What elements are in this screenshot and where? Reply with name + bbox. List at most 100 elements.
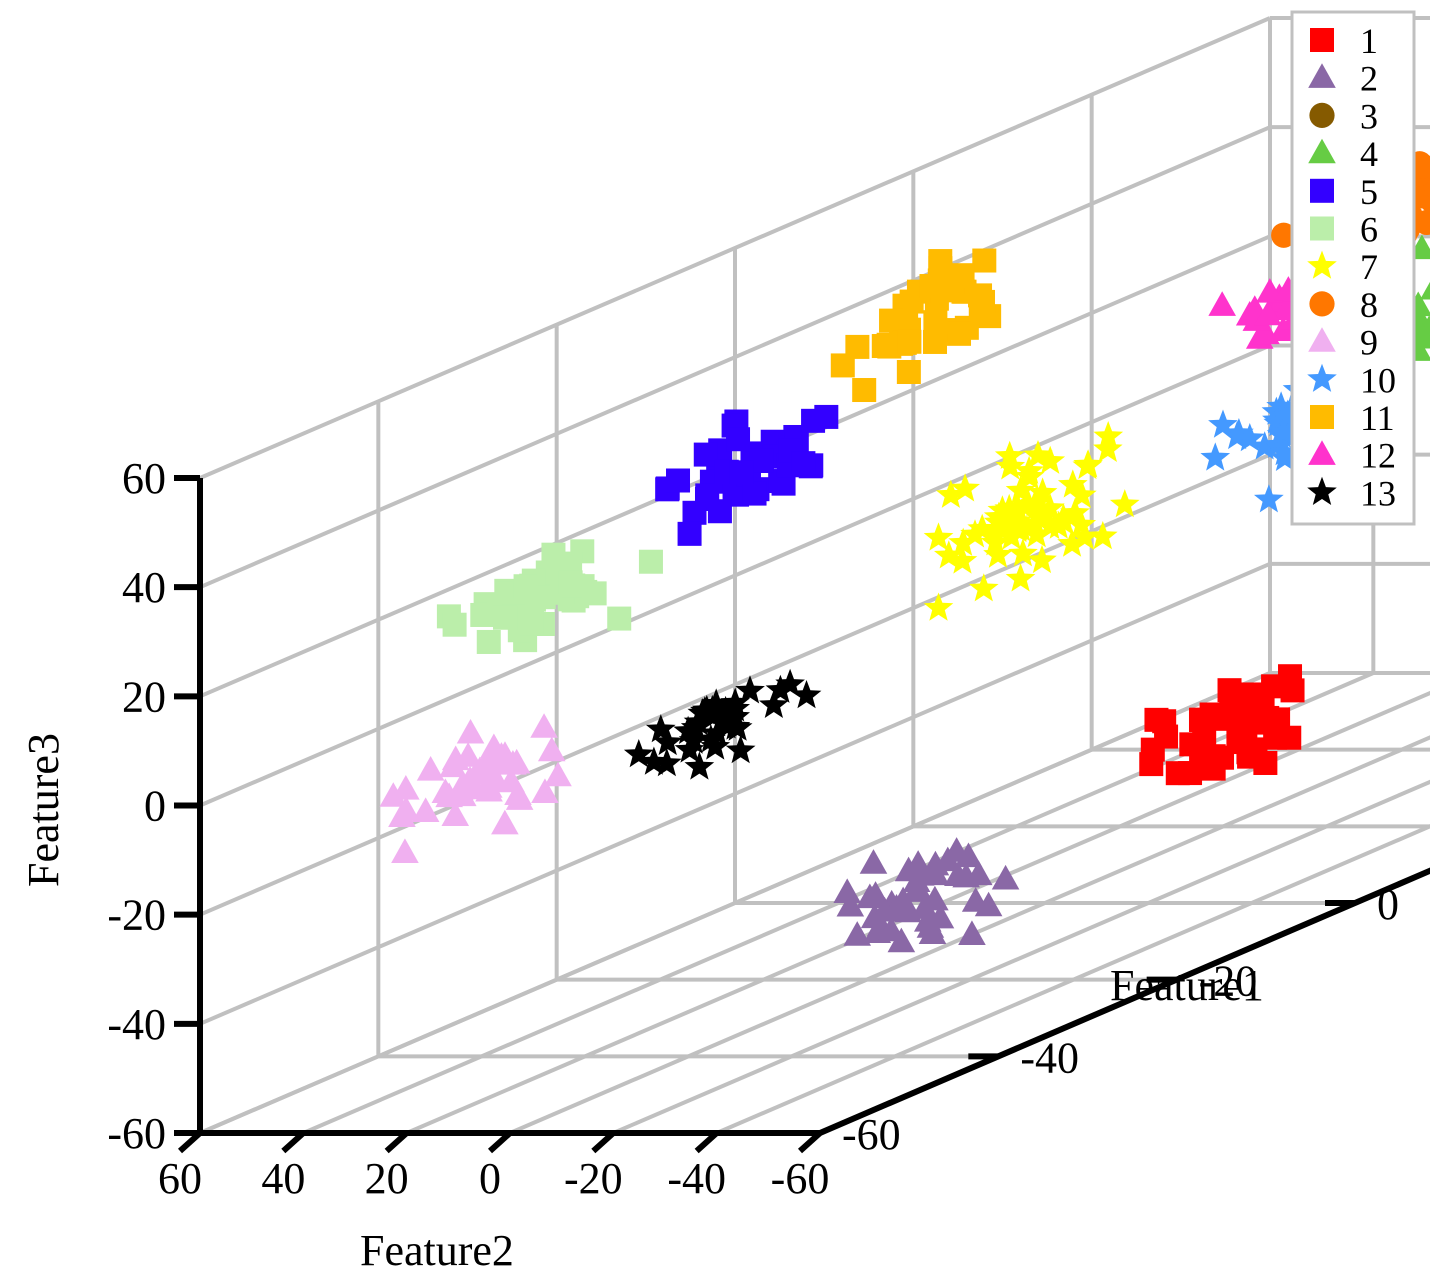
- data-point: [379, 782, 408, 807]
- data-point: [1035, 445, 1066, 474]
- series-2: [833, 837, 1020, 953]
- data-point: [480, 748, 508, 774]
- data-point: [1256, 278, 1284, 303]
- data-point: [1002, 492, 1033, 521]
- data-point: [708, 708, 738, 737]
- data-point: [919, 274, 944, 299]
- legend-label: 4: [1360, 134, 1378, 174]
- data-point: [905, 877, 933, 902]
- data-point: [1014, 455, 1044, 484]
- data-point: [1005, 563, 1036, 592]
- y-tick-label: -20: [564, 1154, 623, 1203]
- legend-label: 7: [1360, 247, 1378, 287]
- data-point: [1057, 528, 1087, 557]
- grid-line: [199, 561, 1271, 1026]
- data-point: [833, 878, 862, 904]
- data-point: [972, 248, 997, 273]
- data-point: [493, 605, 518, 630]
- data-point: [717, 701, 747, 730]
- data-point: [994, 440, 1025, 469]
- data-point: [1048, 503, 1079, 532]
- z-tick-label: 40: [122, 563, 166, 612]
- data-point: [531, 778, 559, 804]
- z-tick-label: 60: [122, 454, 166, 503]
- data-point: [544, 761, 572, 787]
- data-point: [391, 838, 419, 863]
- data-point: [1008, 538, 1038, 567]
- z-tick-label: -20: [107, 891, 166, 940]
- legend-label: 1: [1360, 21, 1378, 61]
- legend-label: 12: [1360, 436, 1396, 476]
- data-point: [958, 920, 986, 946]
- data-point: [759, 689, 789, 718]
- data-point: [991, 864, 1020, 890]
- y-tick-mark: [487, 1130, 513, 1154]
- data-point: [934, 540, 964, 569]
- legend-label: 8: [1360, 285, 1378, 325]
- data-point: [1254, 300, 1282, 326]
- legend-label: 11: [1360, 398, 1395, 438]
- data-point: [765, 674, 796, 703]
- data-point: [897, 329, 922, 354]
- data-point: [701, 688, 731, 717]
- data-point: [441, 801, 470, 826]
- y-tick-label: 20: [365, 1154, 409, 1203]
- data-point: [1254, 484, 1284, 513]
- y-tick-mark: [177, 1130, 203, 1154]
- data-point: [974, 891, 1003, 917]
- data-point: [1201, 756, 1226, 781]
- data-point: [859, 849, 888, 874]
- legend-label: 6: [1360, 210, 1378, 250]
- data-point: [950, 263, 975, 288]
- data-point: [852, 378, 877, 403]
- data-point: [1274, 400, 1304, 429]
- data-point: [894, 856, 923, 882]
- data-point: [1243, 737, 1268, 762]
- data-point: [435, 782, 463, 808]
- grid-line: [612, 779, 1430, 1135]
- data-point: [639, 746, 669, 775]
- y-tick-label: 60: [158, 1154, 202, 1203]
- data-point: [830, 353, 855, 378]
- data-point: [968, 283, 993, 308]
- data-point: [1027, 477, 1058, 506]
- data-point: [687, 698, 718, 727]
- data-point: [442, 612, 467, 637]
- data-point: [456, 774, 485, 800]
- series-6: [436, 539, 663, 654]
- legend-marker: [1307, 250, 1337, 279]
- data-point: [678, 725, 709, 754]
- data-point: [1027, 544, 1057, 574]
- data-point: [948, 527, 978, 556]
- legend-label: 3: [1360, 96, 1378, 136]
- data-point: [1140, 737, 1165, 762]
- data-point: [1217, 678, 1242, 703]
- legend-marker: [1308, 440, 1336, 465]
- data-point: [1234, 423, 1265, 452]
- data-point: [1263, 408, 1294, 437]
- x-axis-label: Feature1: [1110, 961, 1264, 1010]
- legend-marker: [1310, 28, 1334, 52]
- data-point: [980, 527, 1011, 556]
- z-tick-label: -60: [107, 1109, 166, 1158]
- data-point: [947, 545, 978, 574]
- data-point: [1043, 510, 1074, 539]
- data-point: [1420, 282, 1430, 300]
- data-point: [749, 448, 774, 473]
- data-point: [720, 687, 750, 716]
- x-tick-label: -20: [1199, 957, 1258, 1006]
- data-point: [1269, 436, 1300, 466]
- data-point: [1035, 492, 1065, 522]
- data-point: [933, 846, 962, 872]
- legend-marker: [1310, 405, 1334, 429]
- data-point: [1021, 519, 1052, 548]
- legend-marker: [1309, 102, 1335, 128]
- data-point: [923, 310, 948, 335]
- data-point: [1109, 489, 1140, 518]
- series-11: [830, 248, 1002, 403]
- x-tick-label: -60: [842, 1110, 901, 1159]
- data-point: [921, 860, 950, 886]
- y-tick-mark: [694, 1130, 719, 1154]
- data-point: [623, 739, 654, 768]
